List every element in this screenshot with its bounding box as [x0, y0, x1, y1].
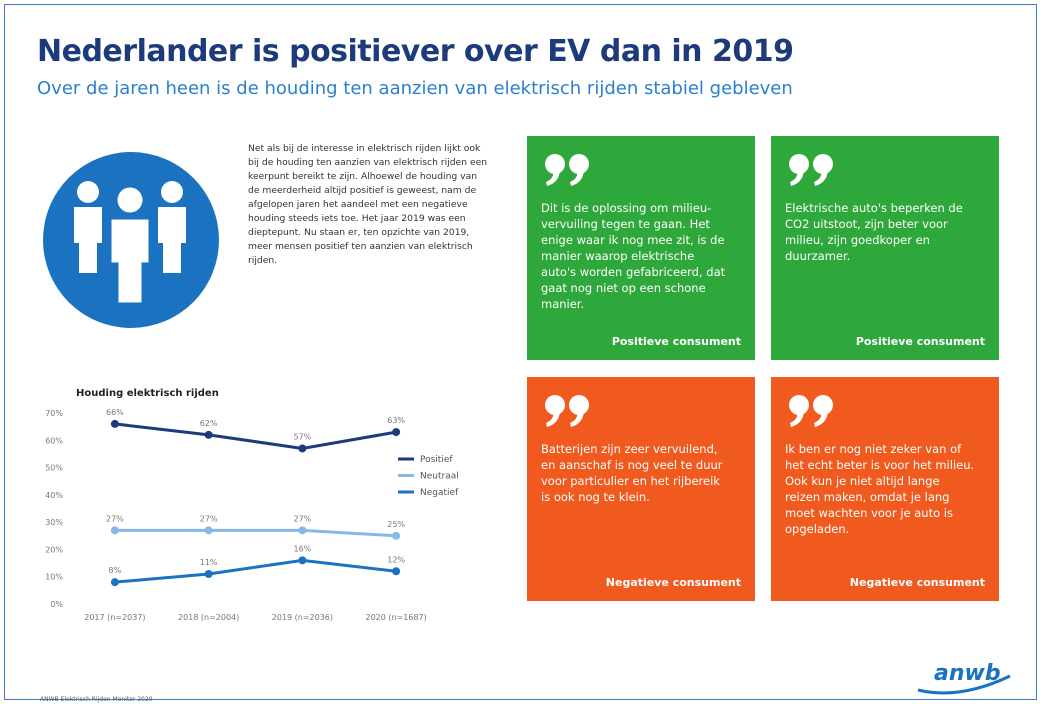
x-tick-label: 2018 (n=2004): [178, 613, 239, 622]
y-tick-label: 70%: [45, 409, 63, 418]
quote-text: Dit is de oplossing om milieu-vervuiling…: [541, 201, 726, 311]
point: [298, 444, 307, 453]
quote-author: Positieve consument: [611, 335, 741, 348]
quote-text: Batterijen zijn zeer vervuilend, en aans…: [541, 442, 723, 504]
value-label: 11%: [200, 558, 218, 567]
point: [298, 556, 307, 565]
quote-card: Elektrische auto's beperken de CO2 uitst…: [771, 136, 999, 360]
x-tick-label: 2017 (n=2037): [84, 613, 145, 622]
value-label: 62%: [200, 419, 218, 428]
quote-card: Batterijen zijn zeer vervuilend, en aans…: [527, 377, 755, 601]
point: [204, 430, 213, 439]
value-label: 8%: [109, 566, 122, 575]
point: [392, 531, 401, 540]
point: [204, 569, 213, 578]
point: [298, 526, 307, 535]
people-icon: [43, 152, 219, 328]
quote-card: Ik ben er nog niet zeker van of het echt…: [771, 377, 999, 601]
value-label: 25%: [387, 520, 405, 529]
point: [110, 526, 119, 535]
x-tick-label: 2020 (n=1687): [365, 613, 426, 622]
logo: anwb: [917, 661, 1011, 695]
value-label: 12%: [387, 555, 405, 564]
quote-text: Elektrische auto's beperken de CO2 uitst…: [785, 201, 963, 263]
intro: Net als bij de interesse in elektrisch r…: [248, 143, 488, 266]
y-tick-label: 10%: [45, 573, 63, 582]
y-tick-label: 30%: [45, 518, 63, 527]
y-tick-label: 20%: [45, 545, 63, 554]
quote-icon: [789, 395, 833, 427]
subtitle: Over de jaren heen is de houding ten aan…: [37, 78, 793, 99]
x-tick-label: 2019 (n=2036): [272, 613, 333, 622]
value-label: 27%: [106, 514, 124, 523]
frame: [4, 4, 1037, 700]
value-label: 27%: [200, 514, 218, 523]
legend-label: Neutraal: [420, 472, 459, 482]
point: [110, 419, 119, 428]
y-tick-label: 40%: [45, 491, 63, 500]
line: [114, 422, 397, 450]
quote-icon: [545, 154, 589, 186]
quote-author: Negatieve consument: [605, 576, 741, 589]
quote-text: Ik ben er nog niet zeker van of het echt…: [785, 442, 975, 536]
legend-label: Negatief: [420, 488, 459, 498]
quote-card: Dit is de oplossing om milieu-vervuiling…: [527, 136, 755, 360]
legend-label: Positief: [420, 455, 453, 465]
value-label: 63%: [387, 416, 405, 425]
y-tick-label: 50%: [45, 464, 63, 473]
value-label: 57%: [293, 432, 311, 441]
value-label: 16%: [293, 544, 311, 553]
point: [204, 526, 213, 535]
source: ANWB Elektrisch Rijden Monitor 2020: [40, 696, 153, 703]
point: [392, 567, 401, 576]
line: [114, 558, 397, 584]
line: [114, 528, 397, 538]
y-tick-label: 60%: [45, 436, 63, 445]
point: [392, 428, 401, 437]
quote-author: Positieve consument: [855, 335, 985, 348]
quote-author: Negatieve consument: [849, 576, 985, 589]
quote-icon: [789, 154, 833, 186]
chart-title: Houding elektrisch rijden: [76, 388, 219, 399]
value-label: 27%: [293, 514, 311, 523]
y-tick-label: 0%: [50, 600, 63, 609]
value-label: 66%: [106, 408, 124, 417]
logo-text: anwb: [934, 661, 1001, 686]
point: [110, 578, 119, 587]
title: Nederlander is positiever over EV dan in…: [37, 34, 794, 69]
quote-icon: [545, 395, 589, 427]
